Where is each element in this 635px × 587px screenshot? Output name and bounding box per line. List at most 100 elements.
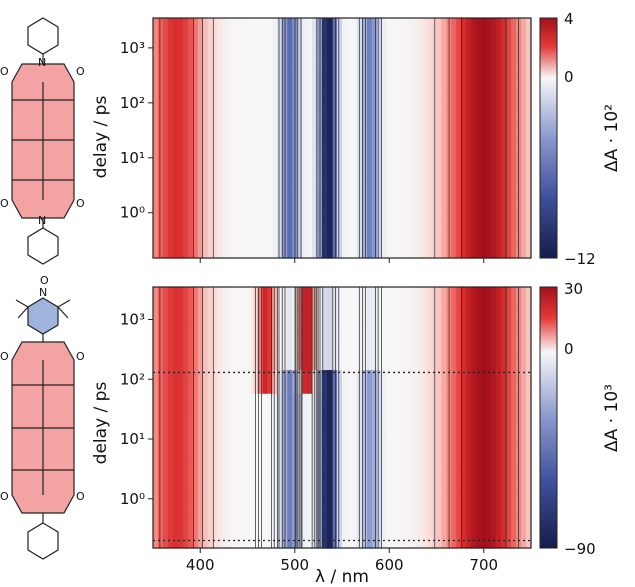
heatmap-cell	[506, 176, 512, 183]
heatmap-cell	[172, 399, 179, 407]
heatmap-cell	[272, 154, 278, 161]
heatmap-cell	[471, 132, 477, 139]
heatmap-cell	[267, 411, 273, 419]
heatmap-cell	[426, 208, 433, 215]
heatmap-cell	[506, 99, 512, 106]
heatmap-cell	[416, 83, 423, 90]
heatmap-cell	[327, 435, 333, 442]
heatmap-cell	[187, 358, 194, 365]
heatmap-cell	[342, 61, 348, 68]
heatmap-cell	[322, 176, 328, 183]
heatmap-cell	[456, 28, 462, 35]
heatmap-cell	[157, 192, 164, 199]
heatmap-cell	[327, 219, 333, 226]
heatmap-cell	[302, 88, 308, 95]
heatmap-cell	[307, 435, 313, 442]
heatmap-cell	[471, 192, 477, 199]
heatmap-cell	[526, 67, 532, 74]
heatmap-cell	[222, 18, 229, 25]
heatmap-cell	[312, 72, 318, 79]
heatmap-cell	[187, 181, 194, 188]
heatmap-cell	[197, 476, 204, 484]
heatmap-cell	[361, 72, 368, 79]
heatmap-cell	[187, 203, 194, 210]
heatmap-cell	[506, 72, 512, 79]
heatmap-cell	[371, 99, 378, 106]
heatmap-cell	[322, 56, 328, 63]
heatmap-cell	[252, 219, 259, 226]
heatmap-cell	[376, 34, 383, 41]
heatmap-cell	[257, 165, 264, 172]
heatmap-cell	[177, 105, 184, 112]
heatmap-cell	[237, 28, 244, 35]
heatmap-cell	[232, 340, 239, 347]
heatmap-cell	[192, 304, 199, 312]
heatmap-cell	[237, 72, 244, 79]
heatmap-cell	[431, 34, 438, 41]
heatmap-cell	[172, 56, 179, 63]
heatmap-cell	[327, 328, 333, 336]
heatmap-cell	[217, 358, 224, 365]
heatmap-cell	[172, 192, 179, 199]
heatmap-cell	[491, 225, 497, 232]
heatmap-cell	[346, 61, 353, 68]
heatmap-cell	[307, 346, 313, 353]
heatmap-cell	[401, 154, 408, 161]
heatmap-cell	[302, 370, 308, 377]
heatmap-cell	[426, 143, 433, 150]
heatmap-cell	[237, 230, 244, 237]
heatmap-cell	[322, 99, 328, 106]
heatmap-cell	[212, 364, 219, 371]
heatmap-cell	[287, 88, 293, 95]
heatmap-cell	[212, 387, 219, 395]
heatmap-cell	[237, 470, 244, 478]
heatmap-cell	[346, 72, 353, 79]
heatmap-cell	[381, 121, 388, 128]
heatmap-cell	[162, 236, 169, 243]
heatmap-cell	[287, 132, 293, 139]
heatmap-cell	[242, 18, 249, 25]
heatmap-cell	[157, 476, 164, 484]
heatmap-cell	[307, 143, 313, 150]
heatmap-cell	[167, 370, 174, 377]
heatmap-cell	[262, 50, 268, 57]
heatmap-cell	[431, 198, 438, 205]
heatmap-cell	[381, 203, 388, 210]
heatmap-cell	[227, 170, 234, 177]
heatmap-cell	[481, 187, 487, 194]
heatmap-cell	[197, 198, 204, 205]
heatmap-cell	[431, 83, 438, 90]
heatmap-cell	[312, 159, 318, 166]
heatmap-cell	[242, 322, 249, 330]
heatmap-cell	[192, 198, 199, 205]
heatmap-cell	[267, 494, 273, 502]
heatmap-cell	[381, 23, 388, 30]
heatmap-cell	[386, 61, 393, 68]
heatmap-cell	[396, 110, 403, 117]
heatmap-cell	[177, 334, 184, 341]
heatmap-cell	[167, 99, 174, 106]
heatmap-cell	[177, 399, 184, 407]
heatmap-cell	[346, 230, 353, 237]
heatmap-cell	[287, 506, 293, 514]
heatmap-cell	[207, 50, 214, 57]
heatmap-cell	[227, 464, 234, 472]
heatmap-cell	[476, 94, 482, 101]
heatmap-cell	[172, 28, 179, 35]
heatmap-cell	[451, 192, 457, 199]
heatmap-cell	[511, 78, 517, 85]
heatmap-cell	[426, 225, 433, 232]
heatmap-cell	[202, 494, 209, 502]
heatmap-cell	[167, 78, 174, 85]
heatmap-cell	[182, 328, 189, 336]
heatmap-cell	[381, 88, 388, 95]
heatmap-cell	[351, 219, 358, 226]
heatmap-cell	[153, 83, 159, 90]
heatmap-cell	[322, 328, 328, 336]
heatmap-cell	[327, 441, 333, 448]
heatmap-cell	[332, 105, 338, 112]
heatmap-cell	[466, 214, 472, 221]
heatmap-cell	[506, 159, 512, 166]
heatmap-cell	[302, 225, 308, 232]
